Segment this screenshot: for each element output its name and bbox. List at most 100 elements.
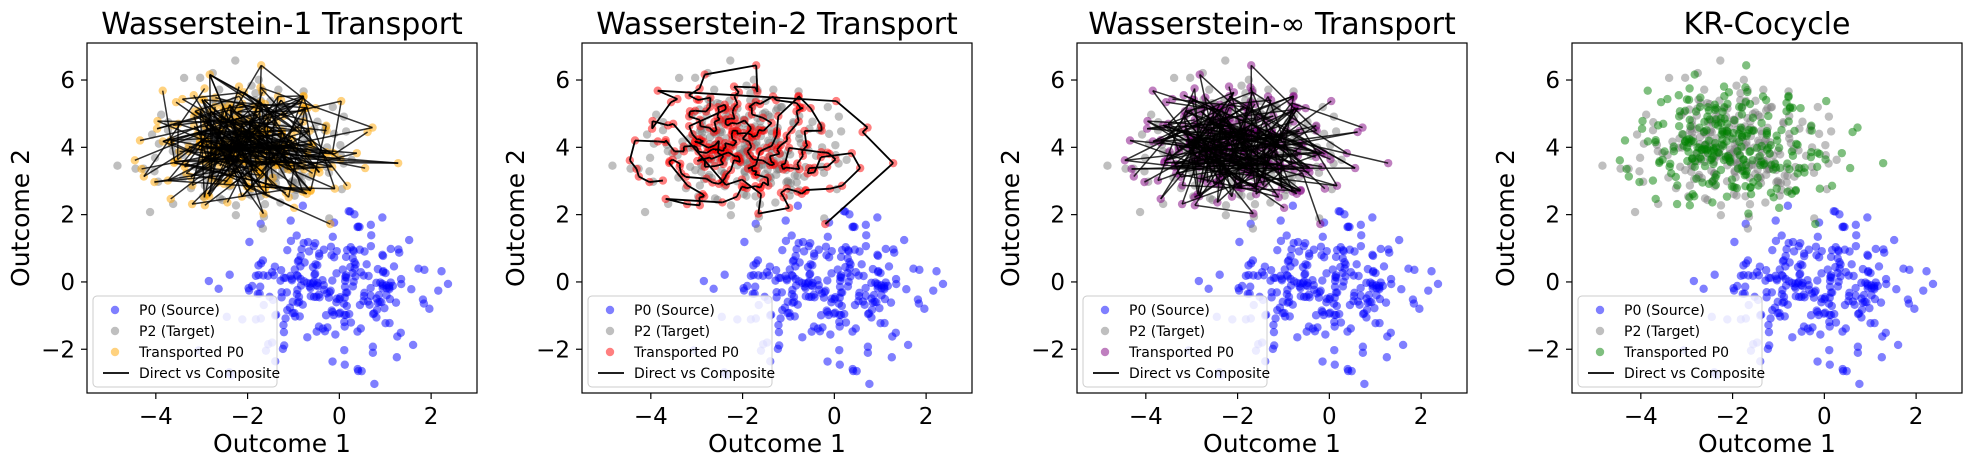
target-point [1739,75,1749,85]
source-point [913,295,923,304]
target-point [691,165,700,175]
transport-line [291,135,320,173]
source-point [312,292,321,302]
source-point [1839,222,1848,231]
target-point [274,85,283,94]
transport-line [762,116,773,124]
source-point [1372,281,1381,290]
transport-line [259,86,314,146]
transported-point [1759,160,1768,170]
y-tick-label: 0 [60,270,75,296]
legend-marker [1595,305,1605,315]
source-point [857,260,866,269]
transport-line [699,195,705,199]
source-point [366,283,375,293]
transport-line [1165,101,1221,111]
transport-line [1214,107,1306,121]
source-point [1330,322,1339,331]
source-point [1368,213,1377,222]
target-point [195,73,205,83]
source-point [1788,333,1797,342]
source-point [826,330,835,339]
transported-point [1678,130,1687,139]
source-point [1288,201,1298,210]
x-tick-label: 0 [827,404,842,430]
legend-marker [605,326,615,336]
source-point [1286,251,1295,261]
x-tick-label: 2 [919,404,934,430]
source-point [743,281,752,291]
target-point [1821,140,1830,150]
transport-line [747,164,757,170]
source-point [881,244,890,254]
target-point [1205,85,1214,94]
target-point [231,201,241,210]
transport-line [226,147,273,160]
source-point [1799,322,1809,331]
panel-title: Wasserstein-∞ Transport [1088,7,1456,42]
source-point [372,294,381,303]
transport-line [1246,95,1294,116]
source-point [792,245,801,254]
source-point [1811,242,1821,251]
transport-line [731,144,734,147]
transport-line [691,133,698,141]
source-point [1368,250,1377,260]
source-point [392,353,402,362]
source-point [285,303,295,312]
source-point [867,305,877,315]
transported-point [1737,110,1747,119]
transport-line [749,154,755,161]
legend-marker [1595,347,1605,357]
source-point [248,281,257,291]
transported-point [1695,102,1705,112]
transport-line [786,187,798,193]
target-point [726,56,735,65]
source-point [867,294,876,303]
source-point [1375,318,1384,328]
source-point [1922,267,1931,276]
source-point [313,261,322,270]
transport-line [797,95,812,109]
transport-line [664,139,676,152]
legend-marker [110,347,120,357]
transported-point [1695,123,1704,132]
source-point [805,269,815,278]
transport-line [1183,116,1199,195]
source-point [1356,241,1366,251]
transported-point [1671,172,1680,182]
transport-line [238,139,293,147]
transported-point [1656,97,1666,107]
transported-point [1790,126,1799,136]
source-point [378,267,388,277]
transport-line [694,140,708,149]
transport-line [241,153,286,198]
target-point [1716,210,1726,220]
source-point [1876,298,1886,307]
source-point [314,251,324,261]
transport-line [685,176,707,180]
transported-point [1730,116,1739,125]
transport-line [795,111,800,122]
source-point [888,332,897,341]
transported-point [1615,156,1625,165]
source-point [774,273,783,282]
transport-line [777,96,800,117]
source-point [1853,342,1863,351]
transported-point [1722,119,1732,128]
source-point [1246,282,1255,291]
source-point [835,282,845,291]
source-point [1919,286,1928,295]
source-point [1710,270,1719,279]
source-point [774,320,783,330]
source-point [1850,300,1859,310]
target-point [1250,200,1260,209]
target-point [1632,130,1642,139]
source-point [1851,283,1860,293]
source-point [777,288,787,297]
source-point [835,345,844,355]
source-point [818,323,827,332]
transport-line [741,178,762,195]
legend-label: Direct vs Composite [1624,366,1765,382]
panel-title: Wasserstein-2 Transport [596,7,958,42]
